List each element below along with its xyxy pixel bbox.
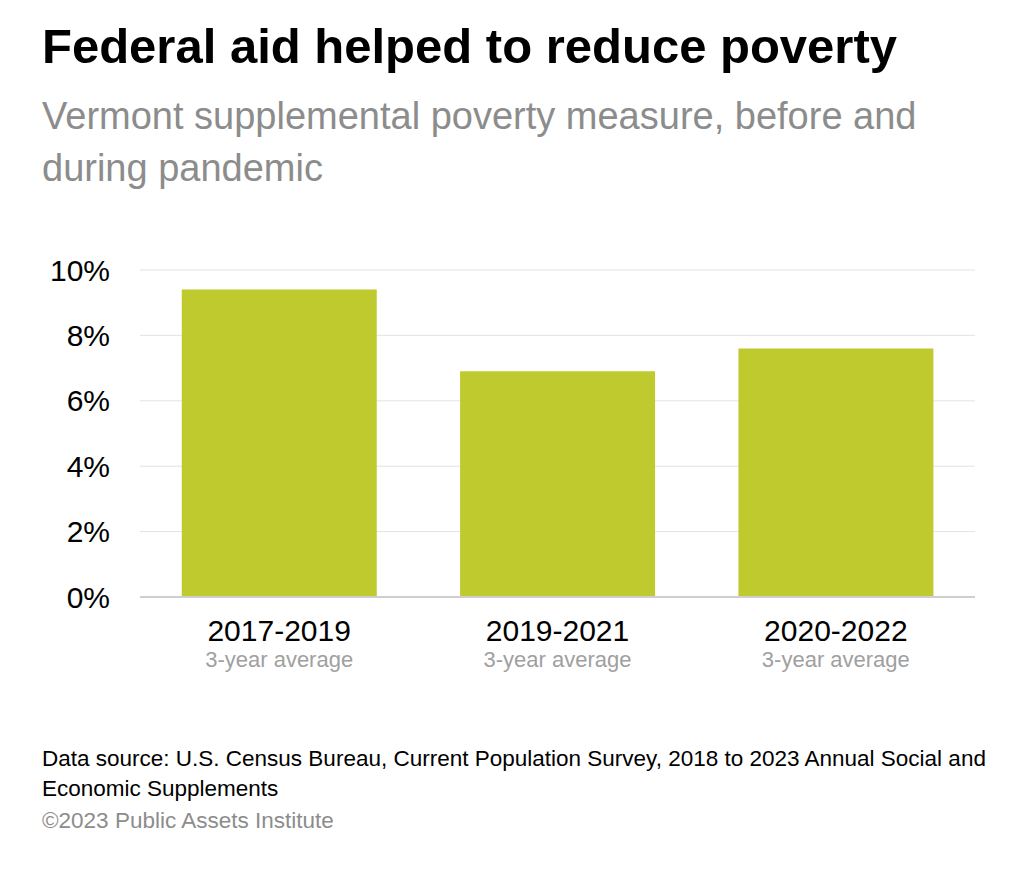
svg-text:3-year average: 3-year average	[484, 647, 632, 672]
html-text:©2023 Public Assets Institute: ©2023 Public Assets Institute	[42, 808, 334, 833]
svg-text:2019-2021: 2019-2021	[486, 614, 629, 647]
svg-text:3-year average: 3-year average	[762, 647, 910, 672]
html-text:Data source: U.S. Census Burea: Data source: U.S. Census Bureau, Current…	[42, 746, 986, 801]
svg-text:6%: 6%	[67, 384, 110, 417]
svg-text:10%: 10%	[50, 254, 110, 287]
svg-text:8%: 8%	[67, 319, 110, 352]
svg-text:2020-2022: 2020-2022	[764, 614, 907, 647]
svg-text:2%: 2%	[67, 515, 110, 548]
svg-text:4%: 4%	[67, 450, 110, 483]
svg-text:3-year average: 3-year average	[205, 647, 353, 672]
html-text:Vermont supplemental poverty m: Vermont supplemental poverty measure, be…	[42, 95, 917, 189]
svg-text:0%: 0%	[67, 581, 110, 614]
svg-text:2017-2019: 2017-2019	[207, 614, 350, 647]
html-text:Federal aid helped to reduce p: Federal aid helped to reduce poverty	[42, 19, 897, 73]
